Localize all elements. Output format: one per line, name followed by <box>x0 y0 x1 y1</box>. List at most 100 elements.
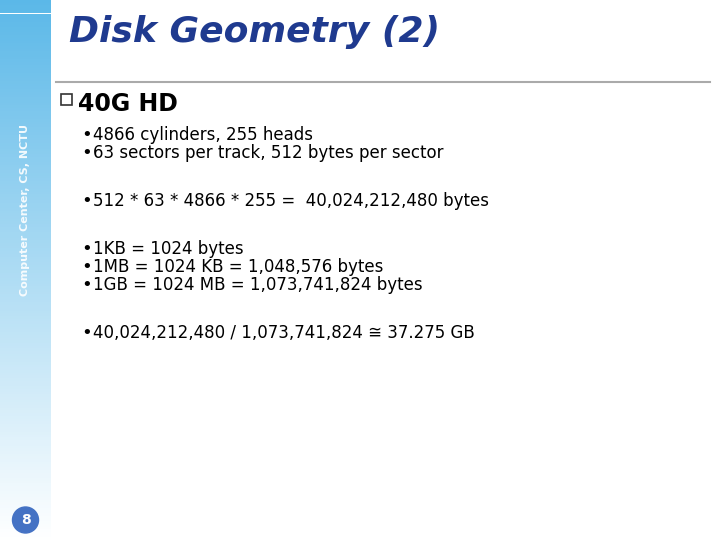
Bar <box>0 232 51 235</box>
Bar <box>0 370 51 373</box>
Bar <box>61 94 72 105</box>
Bar <box>0 472 51 475</box>
Bar <box>0 14 51 16</box>
Bar <box>0 405 51 408</box>
Text: •: • <box>81 276 91 294</box>
Bar <box>0 516 51 518</box>
Text: •: • <box>81 192 91 210</box>
Bar <box>0 378 51 381</box>
Bar <box>0 116 51 119</box>
Bar <box>0 440 51 443</box>
Bar <box>0 284 51 286</box>
Bar <box>0 38 51 40</box>
Bar <box>0 513 51 516</box>
Text: •: • <box>81 144 91 162</box>
Bar <box>0 526 51 529</box>
Bar <box>0 319 51 321</box>
Bar <box>0 192 51 194</box>
Bar <box>0 122 51 124</box>
Bar <box>0 103 51 105</box>
Bar <box>0 278 51 281</box>
Text: •: • <box>81 126 91 144</box>
Bar <box>0 170 51 173</box>
Bar <box>0 89 51 92</box>
Bar <box>0 254 51 256</box>
Bar <box>0 435 51 437</box>
Bar <box>0 394 51 397</box>
Text: 1MB = 1024 KB = 1,048,576 bytes: 1MB = 1024 KB = 1,048,576 bytes <box>93 258 383 276</box>
Bar <box>0 265 51 267</box>
Bar <box>0 408 51 410</box>
Bar <box>0 537 51 540</box>
Bar <box>0 316 51 319</box>
Bar <box>0 205 51 208</box>
Bar <box>0 240 51 243</box>
Bar <box>0 211 51 213</box>
Bar <box>0 332 51 335</box>
Bar <box>0 176 51 178</box>
Bar <box>0 502 51 505</box>
Bar <box>0 518 51 521</box>
Bar <box>0 227 51 229</box>
Bar <box>0 19 51 22</box>
Bar <box>0 351 51 354</box>
Bar <box>0 165 51 167</box>
Bar <box>0 143 51 146</box>
Bar <box>0 92 51 94</box>
Bar <box>0 40 51 43</box>
Bar <box>0 327 51 329</box>
Bar <box>0 59 51 62</box>
Text: 40,024,212,480 / 1,073,741,824 ≅ 37.275 GB: 40,024,212,480 / 1,073,741,824 ≅ 37.275 … <box>93 324 474 342</box>
Bar <box>0 108 51 111</box>
Bar <box>0 464 51 467</box>
Bar <box>0 462 51 464</box>
Bar <box>0 373 51 375</box>
Text: 40G HD: 40G HD <box>78 92 178 116</box>
Bar <box>0 467 51 470</box>
Bar <box>0 383 51 386</box>
Bar <box>0 418 51 421</box>
Bar <box>0 481 51 483</box>
Bar <box>0 27 51 30</box>
Text: •: • <box>81 324 91 342</box>
Bar <box>0 329 51 332</box>
Bar <box>0 294 51 297</box>
Bar <box>0 140 51 143</box>
Bar <box>0 178 51 181</box>
Bar <box>0 454 51 456</box>
Bar <box>0 68 51 70</box>
Bar <box>0 113 51 116</box>
Bar <box>0 35 51 38</box>
Bar <box>0 483 51 486</box>
Bar <box>0 219 51 221</box>
Bar <box>0 54 51 57</box>
Bar <box>0 456 51 459</box>
Bar <box>0 70 51 73</box>
Bar <box>0 273 51 275</box>
Bar <box>0 5 51 8</box>
Bar <box>0 221 51 224</box>
Bar <box>0 238 51 240</box>
Bar <box>0 11 51 14</box>
Bar <box>0 478 51 481</box>
Bar <box>0 57 51 59</box>
Bar <box>0 281 51 284</box>
Bar <box>0 235 51 238</box>
Bar <box>0 3 51 5</box>
Bar <box>0 448 51 451</box>
Bar <box>0 111 51 113</box>
Bar <box>0 216 51 219</box>
Bar <box>0 491 51 494</box>
Bar <box>0 451 51 454</box>
Bar <box>0 62 51 65</box>
Text: 4866 cylinders, 255 heads: 4866 cylinders, 255 heads <box>93 126 313 144</box>
Bar <box>0 402 51 405</box>
Bar <box>0 489 51 491</box>
Bar <box>0 494 51 497</box>
Bar <box>0 508 51 510</box>
Bar <box>0 213 51 216</box>
Bar <box>0 248 51 251</box>
Bar <box>0 162 51 165</box>
Bar <box>0 202 51 205</box>
Text: 1KB = 1024 bytes: 1KB = 1024 bytes <box>93 240 243 258</box>
